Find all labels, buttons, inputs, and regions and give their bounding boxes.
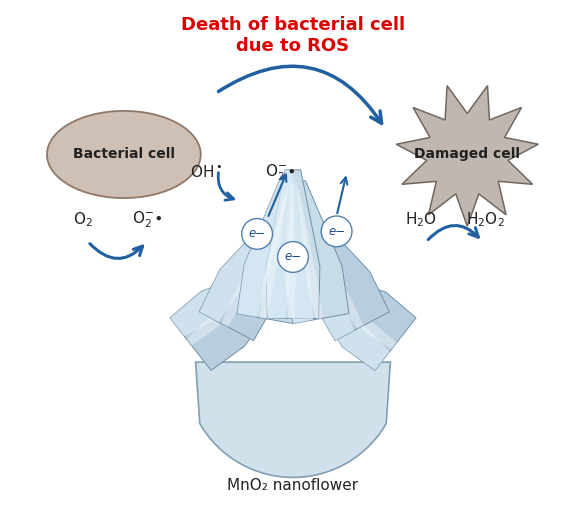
Text: O$_2^{-}$$\bullet$: O$_2^{-}$$\bullet$ xyxy=(132,210,162,230)
Polygon shape xyxy=(196,362,390,478)
Polygon shape xyxy=(284,181,349,323)
Polygon shape xyxy=(284,182,313,323)
Text: e−: e− xyxy=(248,227,265,241)
Text: MnO₂ nanoflower: MnO₂ nanoflower xyxy=(227,478,359,492)
Polygon shape xyxy=(286,170,295,319)
Polygon shape xyxy=(297,182,322,319)
Circle shape xyxy=(321,216,352,247)
Text: H$_2$O$_2$: H$_2$O$_2$ xyxy=(466,211,505,229)
Ellipse shape xyxy=(47,111,201,198)
Text: O$_2^{-}$$\bullet$: O$_2^{-}$$\bullet$ xyxy=(265,162,295,182)
FancyArrowPatch shape xyxy=(268,175,287,216)
Polygon shape xyxy=(199,204,297,341)
Text: Death of bacterial cell: Death of bacterial cell xyxy=(181,16,405,34)
Polygon shape xyxy=(237,176,289,317)
Polygon shape xyxy=(222,209,289,327)
Polygon shape xyxy=(199,204,288,322)
Polygon shape xyxy=(237,176,303,323)
FancyArrowPatch shape xyxy=(337,177,347,213)
Polygon shape xyxy=(301,276,389,371)
FancyArrowPatch shape xyxy=(219,66,381,123)
Polygon shape xyxy=(170,264,289,371)
Polygon shape xyxy=(396,86,539,226)
Polygon shape xyxy=(306,274,397,349)
Polygon shape xyxy=(187,271,284,345)
Text: Damaged cell: Damaged cell xyxy=(414,148,520,161)
FancyArrowPatch shape xyxy=(90,244,142,259)
Text: due to ROS: due to ROS xyxy=(236,36,350,54)
Text: Bacterial cell: Bacterial cell xyxy=(73,148,175,161)
FancyArrowPatch shape xyxy=(428,226,478,240)
Polygon shape xyxy=(302,213,363,329)
Polygon shape xyxy=(266,170,292,319)
Circle shape xyxy=(242,218,272,249)
Text: H$_2$O: H$_2$O xyxy=(405,211,437,229)
Polygon shape xyxy=(294,209,389,341)
FancyArrowPatch shape xyxy=(218,173,234,200)
Polygon shape xyxy=(260,177,289,319)
Polygon shape xyxy=(266,170,320,319)
Text: e−: e− xyxy=(284,250,302,264)
Text: OH$^\bullet$: OH$^\bullet$ xyxy=(189,164,222,180)
Polygon shape xyxy=(170,264,283,336)
Text: e−: e− xyxy=(328,225,345,238)
Polygon shape xyxy=(294,213,354,341)
Circle shape xyxy=(278,242,308,272)
Text: O$_2$: O$_2$ xyxy=(73,211,93,229)
Polygon shape xyxy=(301,267,416,371)
